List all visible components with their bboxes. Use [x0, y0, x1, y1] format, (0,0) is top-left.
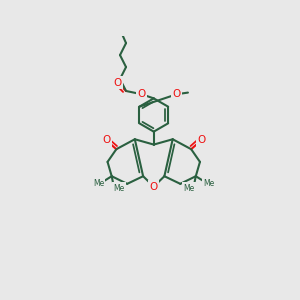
- Text: Me: Me: [183, 184, 194, 193]
- Text: Me: Me: [113, 184, 124, 193]
- Text: O: O: [114, 78, 122, 88]
- Text: O: O: [197, 135, 205, 146]
- Text: O: O: [150, 182, 158, 192]
- Text: Me: Me: [93, 179, 104, 188]
- Text: Me: Me: [203, 179, 215, 188]
- Text: O: O: [137, 89, 146, 99]
- Text: O: O: [173, 89, 181, 99]
- Text: O: O: [102, 135, 110, 146]
